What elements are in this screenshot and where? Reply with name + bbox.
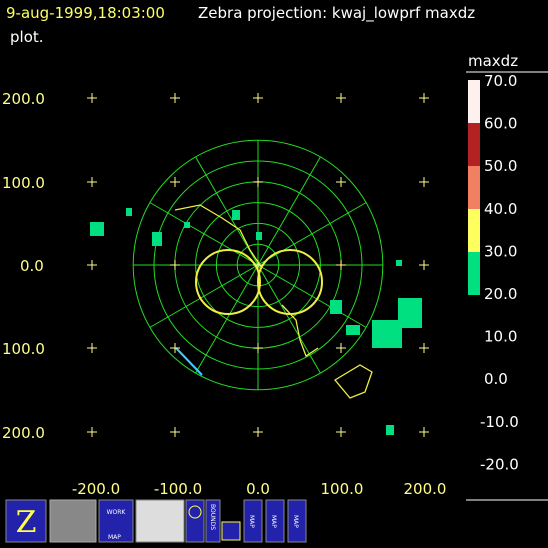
echo xyxy=(184,222,190,228)
grid-crosses xyxy=(87,93,429,437)
echo xyxy=(398,298,422,328)
map-icon[interactable] xyxy=(265,499,285,543)
echo xyxy=(152,232,162,246)
echo xyxy=(256,232,262,240)
icon-label: MAP xyxy=(108,534,121,541)
colorbar-label: 60.0 xyxy=(484,115,517,133)
zebra-logo: Z xyxy=(16,505,37,540)
y-label: 200.0 xyxy=(2,424,45,442)
workmap-icon[interactable] xyxy=(98,499,134,543)
icon-label: BOUNDS xyxy=(209,504,216,530)
icon-label: MAP xyxy=(292,515,299,528)
y-label: 100.0 xyxy=(2,174,45,192)
timestamp: 9-aug-1999,18:03:00 xyxy=(6,4,165,22)
image-icon[interactable] xyxy=(49,499,97,543)
color-swatch xyxy=(468,123,480,166)
echo xyxy=(346,325,360,335)
colorbar-label: 50.0 xyxy=(484,157,517,175)
rings-icon[interactable] xyxy=(185,499,205,543)
title-cont: plot. xyxy=(10,28,44,46)
colorbar-label: 10.0 xyxy=(484,328,517,346)
x-label: -100.0 xyxy=(154,480,202,498)
coastline xyxy=(174,204,263,269)
colorbar-label: 30.0 xyxy=(484,242,517,260)
colorbar-label: -20.0 xyxy=(480,455,519,473)
y-labels: 200.0 100.0 0.0 100.0 200.0 xyxy=(2,90,45,442)
map-icon[interactable] xyxy=(287,499,307,543)
colorbar-title: maxdz xyxy=(468,52,518,70)
y-label: 0.0 xyxy=(20,257,44,275)
colorbar-label: 20.0 xyxy=(484,285,517,303)
icon-glyph xyxy=(188,505,202,519)
toolbar: Z WORK MAP BOUNDS MAP MAP MAP xyxy=(5,499,307,543)
echo xyxy=(232,210,240,220)
map-icon[interactable] xyxy=(243,499,263,543)
bounds-icon[interactable] xyxy=(205,499,221,543)
zebra-icon[interactable] xyxy=(5,499,47,543)
colorbar-label: 70.0 xyxy=(484,72,517,90)
echoes xyxy=(90,208,422,435)
x-label: 100.0 xyxy=(321,480,364,498)
grid-icon[interactable] xyxy=(221,521,241,541)
x-label: -200.0 xyxy=(72,480,120,498)
echo xyxy=(126,208,132,216)
x-labels: -200.0 -100.0 0.0 100.0 200.0 xyxy=(72,480,447,498)
x-label: 200.0 xyxy=(404,480,447,498)
y-label: 100.0 xyxy=(2,340,45,358)
echo xyxy=(372,320,402,348)
colorbar-label: 0.0 xyxy=(484,370,508,388)
y-label: 200.0 xyxy=(2,90,45,108)
color-swatch xyxy=(468,209,480,252)
beam-marker xyxy=(175,347,203,376)
coastline xyxy=(281,304,319,357)
icon-label: WORK xyxy=(107,509,127,516)
echo xyxy=(330,300,342,314)
icon-label: MAP xyxy=(248,515,255,528)
island xyxy=(334,364,373,399)
map-overlay xyxy=(174,204,373,399)
x-label: 0.0 xyxy=(246,480,270,498)
title: Zebra projection: kwaj_lowprf maxdz xyxy=(198,4,475,23)
colorbar-label: -10.0 xyxy=(480,413,519,431)
echo xyxy=(90,222,104,236)
color-swatch xyxy=(468,80,480,123)
pattern-lobe xyxy=(195,249,261,315)
colorbar-labels: 70.0 60.0 50.0 40.0 30.0 20.0 10.0 0.0 -10.0 -20.… xyxy=(480,72,519,473)
echo xyxy=(386,425,394,435)
echo xyxy=(396,260,402,266)
color-swatch xyxy=(468,252,480,295)
icon-label: MAP xyxy=(270,515,277,528)
colorbar-label: 40.0 xyxy=(484,200,517,218)
color-swatch xyxy=(468,166,480,209)
kwaj-icon[interactable] xyxy=(135,499,185,543)
